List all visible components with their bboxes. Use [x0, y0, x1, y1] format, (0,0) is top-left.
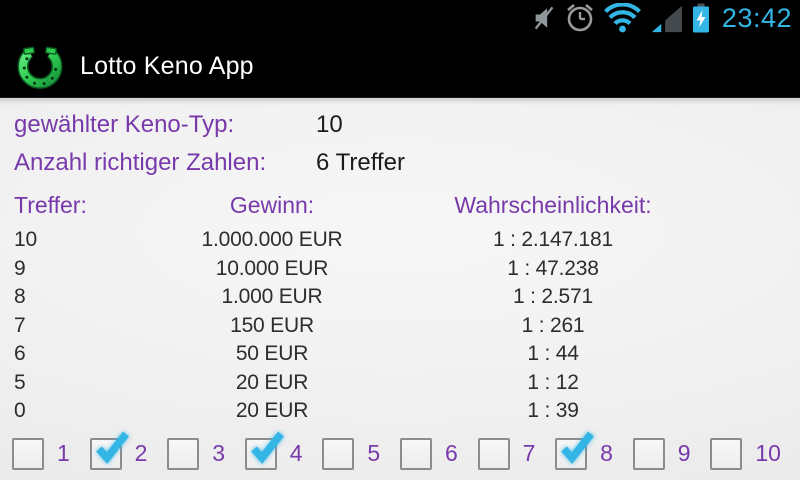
header-gewinn: Gewinn: [229, 191, 315, 218]
checkbox-number-label: 8 [600, 440, 613, 466]
table-row: 0 20 EUR 1 : 39 [0, 397, 800, 426]
checkbox[interactable] [244, 431, 284, 470]
cell-wahrscheinlichkeit: 1 : 44 [527, 342, 579, 366]
checkbox[interactable] [555, 431, 595, 470]
table-row: 5 20 EUR 1 : 12 [0, 369, 800, 398]
cell-treffer: 9 [14, 256, 26, 280]
number-checkbox-item[interactable]: 6 [399, 437, 478, 470]
battery-charging-icon [691, 3, 711, 33]
cell-treffer: 0 [14, 399, 26, 423]
number-checkbox-item[interactable]: 9 [632, 437, 711, 470]
checkmark-icon [95, 431, 129, 464]
checkbox[interactable] [632, 437, 665, 470]
cell-gewinn: 10.000 EUR [215, 256, 329, 280]
number-checkbox-item[interactable]: 2 [89, 431, 168, 470]
checkbox-number-label: 6 [444, 440, 458, 466]
app-title: Lotto Keno App [80, 52, 254, 80]
table-row: 9 10.000 EUR 1 : 47.238 [0, 255, 800, 284]
cell-treffer: 7 [14, 313, 26, 337]
table-row: 6 50 EUR 1 : 44 [0, 340, 800, 369]
checkbox-number-label: 7 [522, 440, 536, 466]
table-row: 7 150 EUR 1 : 261 [0, 312, 800, 341]
checkbox[interactable] [710, 437, 743, 470]
cell-wahrscheinlichkeit: 1 : 39 [527, 399, 579, 423]
hits-value: 6 Treffer [316, 149, 405, 176]
cell-treffer: 6 [14, 342, 26, 366]
checkbox-number-label: 9 [677, 440, 691, 466]
number-checkbox-item[interactable]: 10 [710, 437, 788, 470]
checkmark-icon [250, 431, 284, 464]
checkbox[interactable] [89, 431, 129, 470]
checkbox[interactable] [477, 437, 510, 470]
number-checkbox-item[interactable]: 3 [167, 437, 245, 470]
status-clock: 23:42 [721, 3, 792, 33]
header-treffer: Treffer: [14, 191, 87, 218]
hits-line: Anzahl richtiger Zahlen: 6 Treffer [0, 144, 800, 182]
number-selector: 1 2 3 4 5 [0, 431, 800, 470]
cell-treffer: 5 [14, 370, 26, 394]
checkbox[interactable] [12, 437, 44, 470]
mute-icon [533, 4, 556, 32]
number-checkbox-item[interactable]: 4 [244, 431, 323, 470]
table-row: 10 1.000.000 EUR 1 : 2.147.181 [0, 226, 800, 255]
number-checkbox-item[interactable]: 1 [12, 437, 90, 470]
cell-gewinn: 1.000.000 EUR [201, 228, 343, 252]
cell-wahrscheinlichkeit: 1 : 2.147.181 [492, 228, 613, 252]
checkbox[interactable] [399, 437, 432, 470]
cell-wahrscheinlichkeit: 1 : 47.238 [507, 256, 599, 280]
number-checkbox-item[interactable]: 5 [322, 437, 400, 470]
table-header: Treffer: Gewinn: Wahrscheinlichkeit: [0, 190, 800, 220]
signal-icon [650, 3, 682, 33]
hits-label: Anzahl richtiger Zahlen: [14, 149, 267, 176]
table-row: 8 1.000 EUR 1 : 2.571 [0, 283, 800, 312]
status-bar: 23:42 [0, 0, 800, 36]
checkbox-number-label: 3 [212, 440, 225, 466]
alarm-clock-icon [565, 3, 595, 33]
checkmark-icon [561, 431, 595, 464]
checkbox-number-label: 1 [57, 440, 70, 466]
number-checkbox-item[interactable]: 7 [477, 437, 556, 470]
checkbox-number-label: 2 [134, 440, 148, 466]
content: gewählter Keno-Typ: 10 Anzahl richtiger … [0, 98, 800, 480]
action-bar: Lotto Keno App [0, 36, 800, 98]
checkbox-number-label: 4 [289, 440, 303, 466]
payout-table: 10 1.000.000 EUR 1 : 2.147.181 9 10.000 … [0, 226, 800, 426]
cell-wahrscheinlichkeit: 1 : 12 [527, 370, 579, 394]
horseshoe-icon [16, 41, 64, 93]
checkbox-number-label: 5 [367, 440, 381, 466]
number-checkbox-item[interactable]: 8 [555, 431, 633, 470]
cell-gewinn: 50 EUR [235, 342, 309, 366]
cell-gewinn: 20 EUR [235, 399, 309, 423]
checkbox[interactable] [167, 437, 200, 470]
cell-gewinn: 150 EUR [230, 313, 314, 337]
cell-wahrscheinlichkeit: 1 : 2.571 [513, 285, 593, 309]
checkbox[interactable] [322, 437, 355, 470]
cell-wahrscheinlichkeit: 1 : 261 [521, 313, 585, 337]
cell-gewinn: 20 EUR [235, 370, 309, 394]
keno-type-label: gewählter Keno-Typ: [14, 111, 235, 138]
keno-type-line: gewählter Keno-Typ: 10 [0, 106, 800, 144]
keno-type-value: 10 [316, 111, 343, 138]
wifi-icon [603, 3, 641, 33]
header-wahrscheinlichkeit: Wahrscheinlichkeit: [454, 191, 652, 218]
cell-gewinn: 1.000 EUR [221, 285, 323, 309]
cell-treffer: 10 [14, 228, 37, 252]
cell-treffer: 8 [14, 285, 26, 309]
checkbox-number-label: 10 [755, 440, 781, 466]
